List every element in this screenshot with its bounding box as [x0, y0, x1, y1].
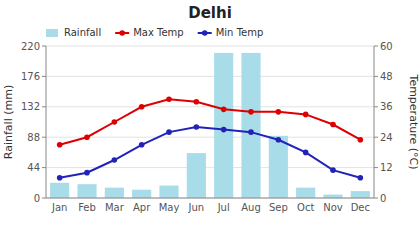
bar	[132, 190, 151, 198]
legend-label: Rainfall	[64, 27, 101, 38]
legend-item: Min Temp	[198, 27, 264, 38]
legend-swatch	[46, 29, 58, 37]
marker	[276, 109, 282, 115]
marker	[112, 157, 118, 163]
tick-label: Jan	[51, 202, 67, 213]
marker	[330, 122, 336, 128]
plot-marks	[50, 53, 370, 198]
marker	[166, 129, 172, 135]
tick-label: Sep	[269, 202, 288, 213]
tick-mark	[42, 46, 46, 47]
marker	[166, 96, 172, 102]
marker	[194, 124, 200, 130]
tick-label: Apr	[133, 202, 151, 213]
bar	[105, 188, 124, 198]
tick-mark	[374, 106, 378, 107]
tick-label: Oct	[297, 202, 314, 213]
tick-label: Jun	[188, 202, 205, 213]
grid-line	[46, 137, 374, 138]
marker	[139, 142, 145, 148]
marker	[84, 170, 90, 176]
tick-label: 176	[21, 71, 40, 82]
legend: Rainfall Max Temp Min Temp	[46, 27, 263, 38]
legend-swatch	[202, 30, 208, 36]
bar	[351, 191, 370, 198]
tick-mark	[42, 167, 46, 168]
marker	[221, 107, 227, 113]
tick-mark	[374, 167, 378, 168]
grid-line	[46, 76, 374, 77]
x-axis	[46, 198, 374, 199]
bar	[50, 183, 69, 198]
title: Delhi	[188, 4, 232, 22]
tick-mark	[42, 76, 46, 77]
marker	[303, 112, 309, 118]
tick-label: 12	[380, 162, 393, 173]
legend-label: Max Temp	[133, 27, 184, 38]
tick-label: 220	[21, 41, 40, 52]
bar	[269, 136, 288, 198]
tick-label: Nov	[323, 202, 343, 213]
bar	[214, 53, 233, 198]
tick-label: May	[159, 202, 180, 213]
tick-label: 36	[380, 101, 393, 112]
line	[60, 99, 361, 145]
bar	[77, 184, 96, 198]
tick-mark	[42, 106, 46, 107]
axis-label: Rainfall (mm)	[2, 85, 15, 159]
legend-item: Rainfall	[46, 27, 101, 38]
marker	[248, 129, 254, 135]
tick-label: 0	[34, 193, 40, 204]
tick-label: Jul	[217, 202, 230, 213]
marker	[330, 167, 336, 173]
y2-axis	[374, 46, 375, 198]
marker	[139, 104, 145, 110]
marker	[84, 134, 90, 140]
tick-label: 44	[27, 162, 40, 173]
tick-mark	[42, 198, 46, 199]
marker	[57, 175, 63, 181]
tick-label: Feb	[78, 202, 96, 213]
marker	[248, 109, 254, 115]
y-axis	[46, 46, 47, 198]
tick-label: 60	[380, 41, 393, 52]
line	[60, 127, 361, 178]
tick-mark	[374, 76, 378, 77]
bar	[323, 195, 342, 198]
tick-label: Dec	[351, 202, 370, 213]
grid-line	[46, 46, 374, 47]
bar	[241, 53, 260, 198]
tick-label: 24	[380, 132, 393, 143]
legend-label: Min Temp	[216, 27, 264, 38]
tick-mark	[374, 137, 378, 138]
marker	[358, 175, 364, 181]
tick-label: 132	[21, 101, 40, 112]
marker	[276, 137, 282, 143]
marker	[303, 150, 309, 156]
marker	[112, 119, 118, 125]
background	[0, 0, 420, 225]
tick-label: 88	[27, 132, 40, 143]
marker	[221, 127, 227, 133]
tick-mark	[374, 198, 378, 199]
marker	[194, 99, 200, 105]
legend-item: Max Temp	[115, 27, 184, 38]
axis-label: Temperature (°C)	[407, 74, 420, 170]
tick-label: 48	[380, 71, 393, 82]
tick-mark	[42, 137, 46, 138]
grid-line	[46, 198, 374, 199]
marker	[358, 137, 364, 143]
bar	[296, 188, 315, 198]
bar	[159, 186, 178, 198]
marker	[57, 142, 63, 148]
bar	[187, 153, 206, 198]
tick-label: Mar	[105, 202, 125, 213]
tick-label: 0	[380, 193, 386, 204]
tick-label: Aug	[241, 202, 261, 213]
tick-mark	[374, 46, 378, 47]
legend-swatch	[119, 30, 125, 36]
